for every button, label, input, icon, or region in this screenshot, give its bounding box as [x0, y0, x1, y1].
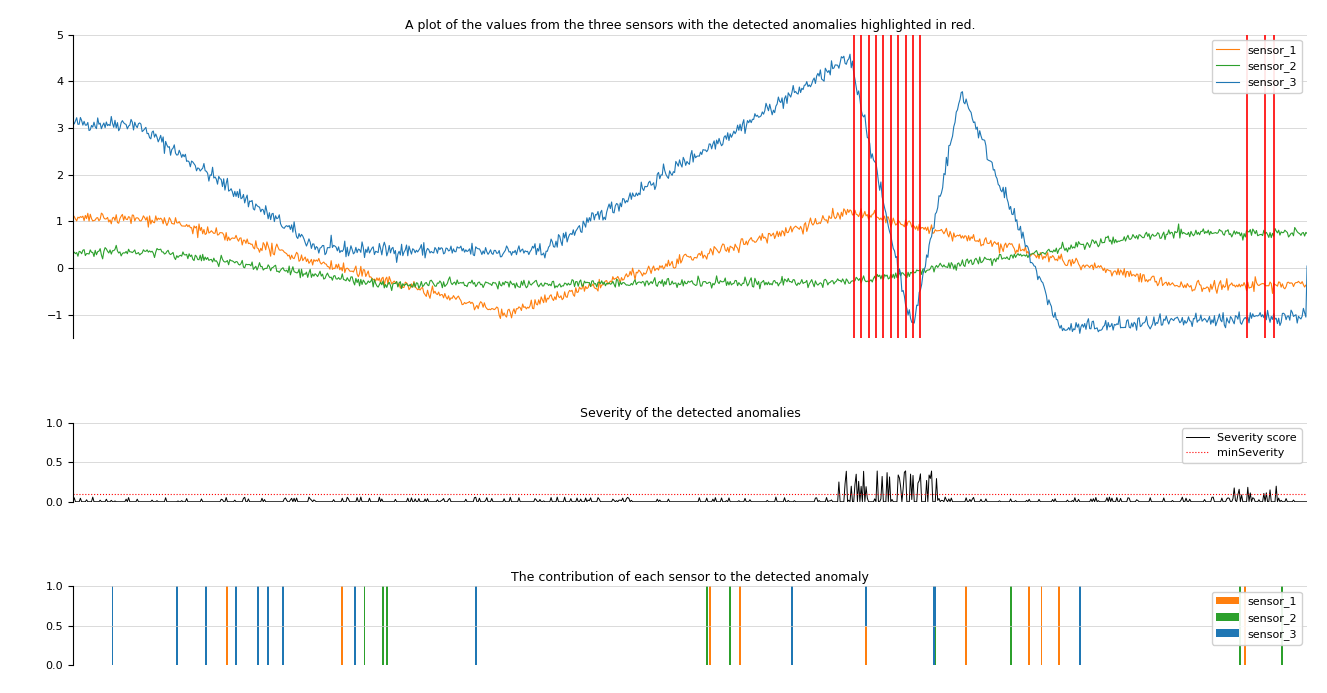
- Bar: [386, 586, 387, 665]
- sensor_2: [1170, 220, 1186, 228]
- Title: A plot of the values from the three sensors with the detected anomalies highligh: A plot of the values from the three sens…: [405, 19, 975, 32]
- Bar: [739, 586, 740, 665]
- sensor_3: [191, 164, 207, 173]
- Legend: sensor_1, sensor_2, sensor_3: sensor_1, sensor_2, sensor_3: [1212, 592, 1302, 644]
- Bar: [267, 586, 269, 665]
- Line: Severity score: Severity score: [73, 471, 1307, 502]
- Bar: [1282, 586, 1283, 665]
- Bar: [175, 586, 178, 665]
- sensor_3: [1051, 321, 1067, 329]
- Bar: [1058, 586, 1060, 665]
- sensor_1: [65, 211, 81, 220]
- sensor_3: [1299, 262, 1315, 270]
- Severity score: [564, 498, 580, 506]
- Bar: [933, 586, 936, 665]
- sensor_2: [1299, 229, 1315, 238]
- sensor_3: [609, 200, 625, 208]
- sensor_1: [825, 204, 841, 213]
- Bar: [934, 586, 936, 626]
- sensor_1: [610, 272, 626, 281]
- Bar: [341, 586, 344, 665]
- Severity score: [609, 496, 625, 505]
- Bar: [865, 626, 867, 665]
- sensor_1: [565, 290, 581, 299]
- sensor_3: [843, 50, 859, 58]
- Severity score: [1299, 498, 1315, 506]
- sensor_1: [191, 220, 207, 228]
- sensor_1: [1052, 255, 1068, 263]
- Line: sensor_3: sensor_3: [73, 54, 1307, 333]
- Severity score: [914, 498, 930, 506]
- Bar: [235, 586, 238, 665]
- Severity score: [65, 498, 81, 506]
- minSeverity: [66, 490, 82, 498]
- Severity score: [897, 466, 913, 475]
- sensor_1: [1030, 250, 1046, 258]
- Bar: [965, 586, 967, 665]
- Bar: [283, 586, 284, 665]
- Title: The contribution of each sensor to the detected anomaly: The contribution of each sensor to the d…: [511, 571, 869, 584]
- Legend: Severity score, minSeverity: Severity score, minSeverity: [1182, 428, 1302, 463]
- Bar: [934, 626, 936, 665]
- Bar: [206, 586, 207, 665]
- Severity score: [191, 498, 207, 506]
- sensor_2: [610, 276, 626, 284]
- Title: Severity of the detected anomalies: Severity of the detected anomalies: [580, 407, 800, 420]
- Bar: [475, 586, 476, 665]
- sensor_3: [65, 117, 81, 125]
- sensor_2: [565, 277, 581, 285]
- Bar: [1245, 586, 1246, 665]
- sensor_2: [914, 270, 930, 279]
- Bar: [227, 586, 228, 665]
- sensor_1: [1299, 283, 1315, 291]
- Line: sensor_1: sensor_1: [73, 209, 1307, 319]
- Bar: [706, 586, 707, 665]
- Bar: [1040, 586, 1043, 665]
- Bar: [1010, 586, 1011, 665]
- Bar: [111, 586, 113, 665]
- sensor_3: [914, 281, 930, 289]
- Bar: [730, 586, 731, 665]
- Bar: [257, 586, 259, 665]
- sensor_3: [1028, 267, 1044, 275]
- Bar: [354, 586, 356, 665]
- Bar: [865, 586, 867, 626]
- sensor_2: [384, 286, 399, 295]
- Bar: [364, 586, 365, 665]
- sensor_2: [1028, 247, 1044, 255]
- sensor_2: [191, 256, 207, 264]
- Bar: [791, 586, 794, 665]
- Legend: sensor_1, sensor_2, sensor_3: sensor_1, sensor_2, sensor_3: [1212, 40, 1302, 93]
- minSeverity: [65, 490, 81, 498]
- sensor_2: [1051, 246, 1067, 254]
- Bar: [710, 586, 711, 665]
- sensor_1: [492, 315, 508, 323]
- Severity score: [1028, 498, 1044, 506]
- Severity score: [1051, 498, 1067, 506]
- Line: sensor_2: sensor_2: [73, 224, 1307, 290]
- Bar: [1239, 586, 1241, 665]
- sensor_3: [1072, 329, 1088, 337]
- Bar: [382, 586, 384, 665]
- Bar: [1079, 586, 1080, 665]
- Bar: [1028, 586, 1030, 665]
- sensor_1: [914, 223, 930, 231]
- sensor_3: [564, 231, 580, 239]
- sensor_2: [65, 249, 81, 258]
